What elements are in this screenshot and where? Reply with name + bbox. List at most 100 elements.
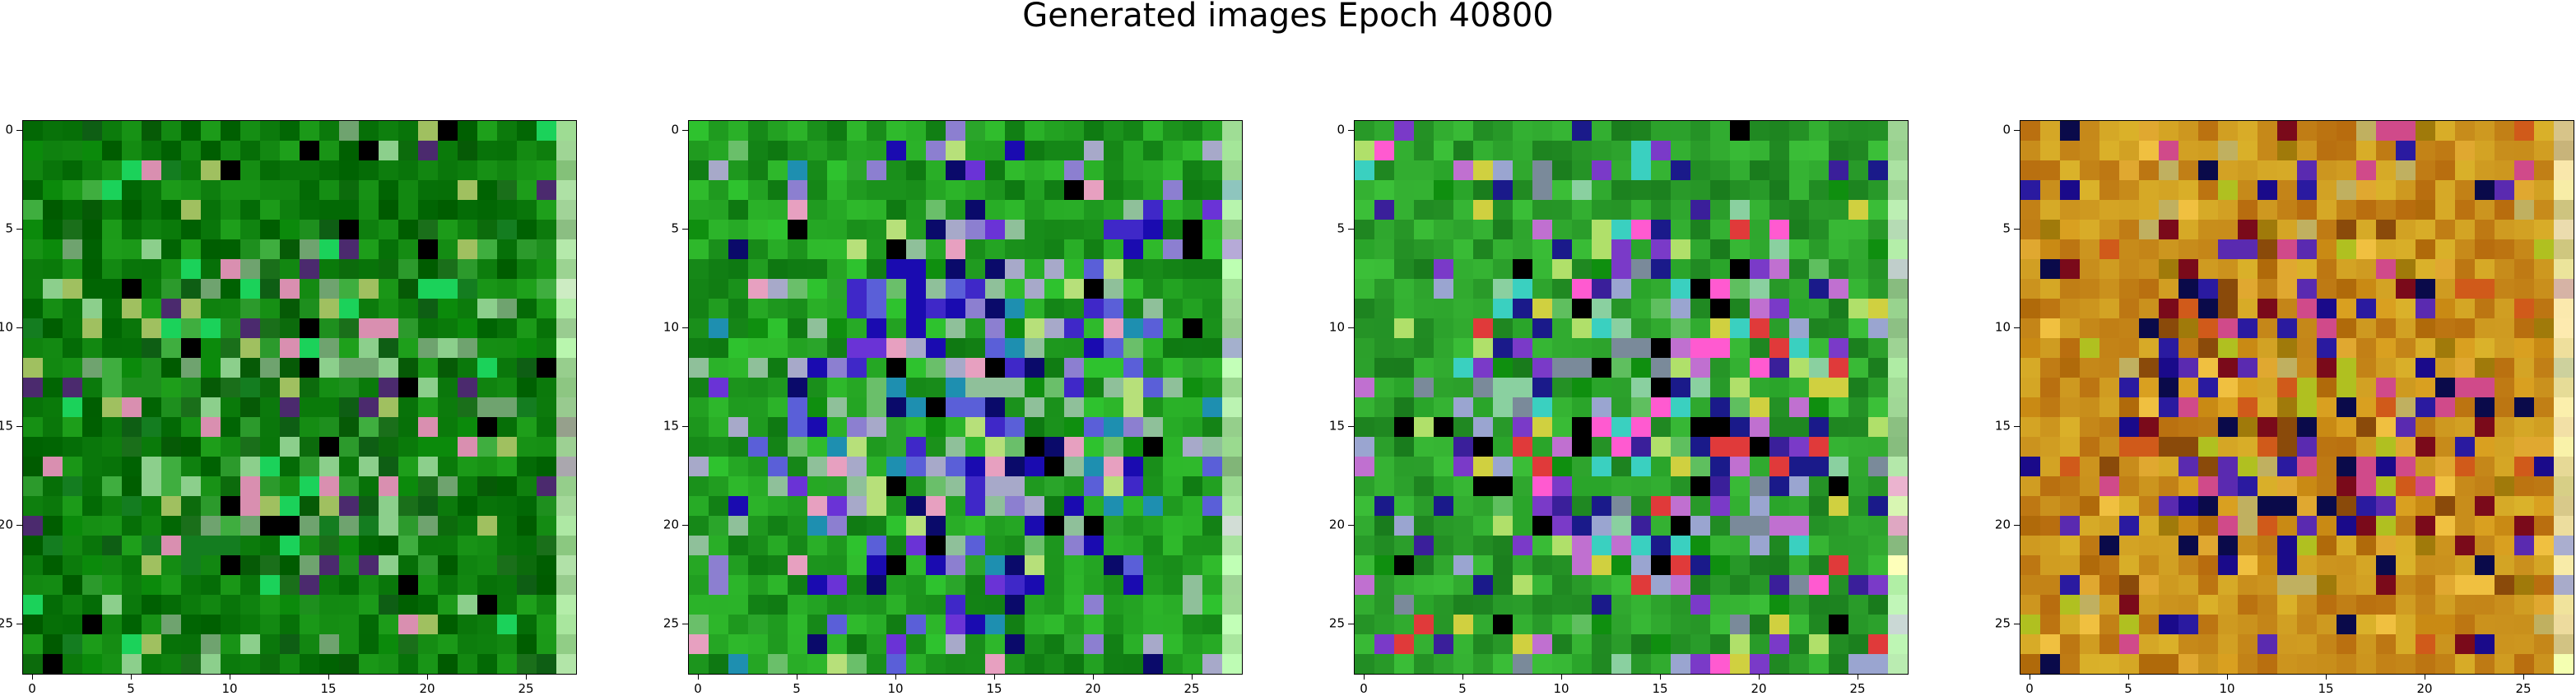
y-tick	[682, 229, 688, 230]
y-tick-label: 20	[663, 517, 679, 532]
y-tick	[16, 426, 22, 427]
x-tick-label: 5	[793, 681, 801, 696]
x-tick-label: 5	[2124, 681, 2132, 696]
y-tick-label: 5	[1337, 220, 1345, 236]
x-tick	[2523, 674, 2524, 680]
x-tick-label: 15	[1652, 681, 1668, 696]
x-tick-label: 25	[1183, 681, 1200, 696]
x-tick	[2227, 674, 2228, 680]
y-tick	[682, 327, 688, 328]
y-tick-label: 20	[1994, 517, 2011, 532]
y-tick-label: 15	[1328, 418, 1345, 434]
y-tick-label: 15	[0, 418, 13, 434]
generated-image-3	[1355, 121, 1908, 674]
image-panel-2: 0 5 10 15 20 25 0 5 10 15 20 25	[663, 120, 1243, 695]
x-tick	[1093, 674, 1094, 680]
y-tick	[1348, 229, 1354, 230]
y-tick	[16, 327, 22, 328]
x-tick	[1561, 674, 1562, 680]
y-tick-label: 25	[1994, 615, 2011, 631]
y-tick	[1348, 130, 1354, 131]
x-tick-label: 5	[127, 681, 135, 696]
y-tick-label: 0	[2002, 122, 2011, 137]
x-tick-label: 10	[2219, 681, 2235, 696]
generated-image-1	[23, 121, 576, 674]
image-panel-4: 0 5 10 15 20 25 0 5 10 15 20 25	[1995, 120, 2574, 695]
y-tick-label: 10	[1328, 319, 1345, 335]
y-tick	[2014, 525, 2020, 526]
y-tick	[682, 525, 688, 526]
x-tick-label: 25	[1849, 681, 1866, 696]
x-tick	[427, 674, 428, 680]
x-tick	[1660, 674, 1661, 680]
x-tick-label: 0	[1360, 681, 1368, 696]
y-tick	[16, 130, 22, 131]
x-tick-label: 10	[887, 681, 904, 696]
y-tick	[2014, 426, 2020, 427]
y-tick-label: 20	[1328, 517, 1345, 532]
x-tick	[895, 674, 896, 680]
y-tick-label: 5	[5, 220, 13, 236]
x-tick	[2326, 674, 2327, 680]
x-tick	[994, 674, 995, 680]
x-tick-label: 20	[1751, 681, 1767, 696]
x-tick	[1192, 674, 1193, 680]
x-tick-label: 15	[320, 681, 337, 696]
axes-frame	[688, 120, 1243, 675]
image-panel-3: 0 5 10 15 20 25 0 5 10 15 20 25	[1329, 120, 1909, 695]
y-tick-label: 25	[663, 615, 679, 631]
y-tick-label: 0	[1337, 122, 1345, 137]
x-tick	[526, 674, 527, 680]
image-panel-1: 0 5 10 15 20 25 0 5 10 15 20 25	[0, 120, 577, 695]
y-tick	[16, 229, 22, 230]
y-tick	[1348, 525, 1354, 526]
y-tick-label: 10	[1994, 319, 2011, 335]
axes-frame	[2020, 120, 2574, 675]
x-tick-label: 15	[986, 681, 1002, 696]
x-tick	[328, 674, 329, 680]
y-tick	[682, 130, 688, 131]
y-tick-label: 25	[0, 615, 13, 631]
x-tick-label: 0	[694, 681, 702, 696]
x-tick-label: 0	[2025, 681, 2034, 696]
y-tick	[682, 426, 688, 427]
y-tick	[1348, 327, 1354, 328]
y-tick	[16, 525, 22, 526]
y-tick-label: 5	[2002, 220, 2011, 236]
x-tick-label: 15	[2318, 681, 2334, 696]
y-tick-label: 20	[0, 517, 13, 532]
x-tick	[1364, 674, 1365, 680]
x-tick	[2128, 674, 2129, 680]
x-tick-label: 20	[2416, 681, 2433, 696]
y-tick-label: 10	[0, 319, 13, 335]
x-tick	[32, 674, 33, 680]
y-tick-label: 0	[671, 122, 679, 137]
x-tick-label: 20	[419, 681, 435, 696]
x-tick-label: 0	[28, 681, 36, 696]
x-tick-label: 10	[1553, 681, 1569, 696]
x-tick	[1759, 674, 1760, 680]
y-tick-label: 0	[5, 122, 13, 137]
y-tick-label: 25	[1328, 615, 1345, 631]
x-tick	[698, 674, 699, 680]
axes-frame	[22, 120, 577, 675]
generated-image-2	[689, 121, 1242, 674]
y-tick	[1348, 426, 1354, 427]
y-tick	[2014, 229, 2020, 230]
x-tick-label: 10	[221, 681, 238, 696]
x-tick-label: 20	[1085, 681, 1101, 696]
y-tick-label: 15	[1994, 418, 2011, 434]
y-tick-label: 10	[663, 319, 679, 335]
figure-title: Generated images Epoch 40800	[1022, 0, 1554, 35]
y-tick-label: 5	[671, 220, 679, 236]
x-tick	[1462, 674, 1463, 680]
x-tick-label: 25	[518, 681, 534, 696]
x-tick	[131, 674, 132, 680]
generated-image-4	[2020, 121, 2574, 674]
axes-frame	[1354, 120, 1909, 675]
y-tick-label: 15	[663, 418, 679, 434]
x-tick-label: 5	[1458, 681, 1467, 696]
y-tick	[2014, 130, 2020, 131]
y-tick	[2014, 327, 2020, 328]
x-tick-label: 25	[2515, 681, 2532, 696]
